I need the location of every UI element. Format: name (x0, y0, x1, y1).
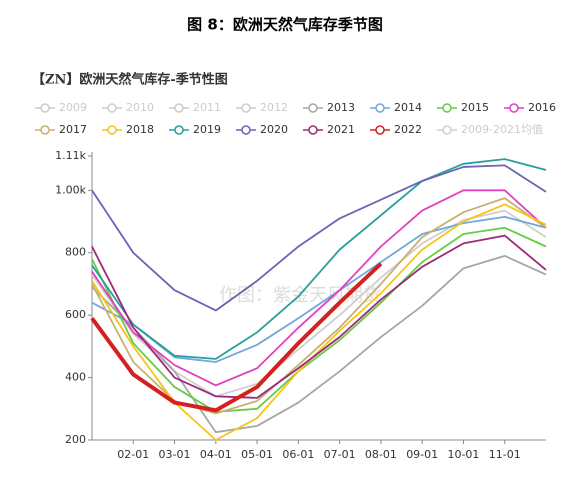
series-line (91, 158, 547, 360)
x-tick-label: 11-01 (489, 448, 521, 461)
x-tick-label: 08-01 (365, 448, 397, 461)
chart-title: 图 8：欧洲天然气库存季节图 (187, 16, 383, 34)
x-tick-label: 04-01 (200, 448, 232, 461)
legend-label: 2013 (327, 101, 355, 114)
legend-label: 2022 (394, 123, 422, 136)
x-tick-label: 06-01 (282, 448, 314, 461)
legend-label: 2011 (193, 101, 221, 114)
legend-marker (442, 103, 452, 113)
legend-label: 2012 (260, 101, 288, 114)
series-line (91, 254, 547, 434)
legend-marker (375, 125, 385, 135)
legend-marker (40, 103, 50, 113)
y-tick-label: 800 (65, 246, 86, 259)
y-tick-label: 600 (65, 308, 86, 321)
series-line (91, 234, 547, 399)
y-tick-label: 1.11k (55, 149, 86, 162)
legend-marker (174, 103, 184, 113)
x-tick-label: 03-01 (159, 448, 191, 461)
legend-label: 2019 (193, 123, 221, 136)
series-line (90, 262, 383, 413)
legend-marker (107, 125, 117, 135)
legend-marker (308, 125, 318, 135)
x-tick-label: 10-01 (447, 448, 479, 461)
legend-label: 2015 (461, 101, 489, 114)
legend-marker (241, 125, 251, 135)
x-tick-label: 02-01 (117, 448, 149, 461)
y-tick-label: 200 (65, 433, 86, 446)
legend-label: 2018 (126, 123, 154, 136)
y-tick-label: 1.00k (55, 183, 86, 196)
series-line (91, 226, 547, 413)
legend-label: 2014 (394, 101, 422, 114)
x-tick-label: 07-01 (324, 448, 356, 461)
legend-label: 2010 (126, 101, 154, 114)
legend-label: 2009 (59, 101, 87, 114)
legend-label: 2021 (327, 123, 355, 136)
legend-marker (174, 125, 184, 135)
legend-marker (442, 125, 452, 135)
legend-marker (375, 103, 385, 113)
legend-marker (40, 125, 50, 135)
legend-marker (107, 103, 117, 113)
x-tick-label: 09-01 (406, 448, 438, 461)
series-line (91, 215, 547, 363)
legend-label: 2020 (260, 123, 288, 136)
legend-marker (308, 103, 318, 113)
legend-label: 2009-2021均值 (461, 123, 543, 136)
legend-marker (509, 103, 519, 113)
series-line (91, 189, 547, 387)
series-line (91, 203, 547, 441)
legend-label: 2016 (528, 101, 556, 114)
series-line (91, 164, 547, 312)
x-tick-label: 05-01 (241, 448, 273, 461)
y-tick-label: 400 (65, 371, 86, 384)
chart-subtitle: 【ZN】欧洲天然气库存-季节性图 (32, 72, 228, 88)
legend-label: 2017 (59, 123, 87, 136)
legend-marker (241, 103, 251, 113)
